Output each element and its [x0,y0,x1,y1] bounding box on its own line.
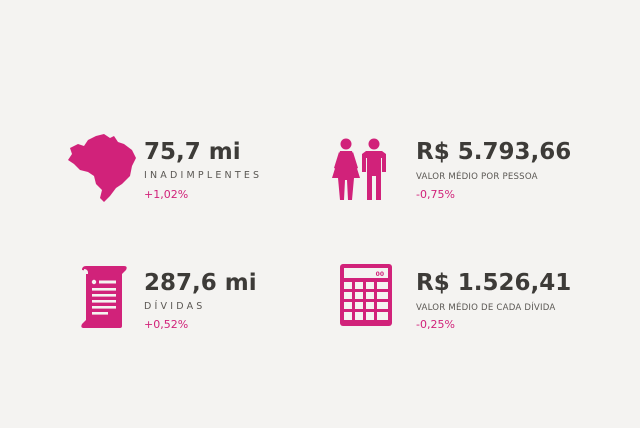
stat-label: DÍVIDAS [144,301,206,312]
people-icon [330,138,390,202]
stat-value: R$ 1.526,41 [416,270,572,296]
stat-label: INADIMPLENTES [144,170,263,181]
stat-change: +0,52% [144,318,189,331]
stat-value: R$ 5.793,66 [416,139,572,165]
svg-text:00: 00 [376,271,384,278]
stat-change: -0,75% [416,188,455,201]
stat-label: VALOR MÉDIO POR PESSOA [416,172,538,182]
brazil-map-icon [66,132,138,204]
stat-value: 287,6 mi [144,270,257,296]
stat-label: VALOR MÉDIO DE CADA DÍVIDA [416,303,556,313]
calculator-icon: 00 [340,264,392,326]
stat-value: 75,7 mi [144,139,241,165]
document-icon [76,264,130,330]
stat-change: +1,02% [144,188,189,201]
stat-change: -0,25% [416,318,455,331]
